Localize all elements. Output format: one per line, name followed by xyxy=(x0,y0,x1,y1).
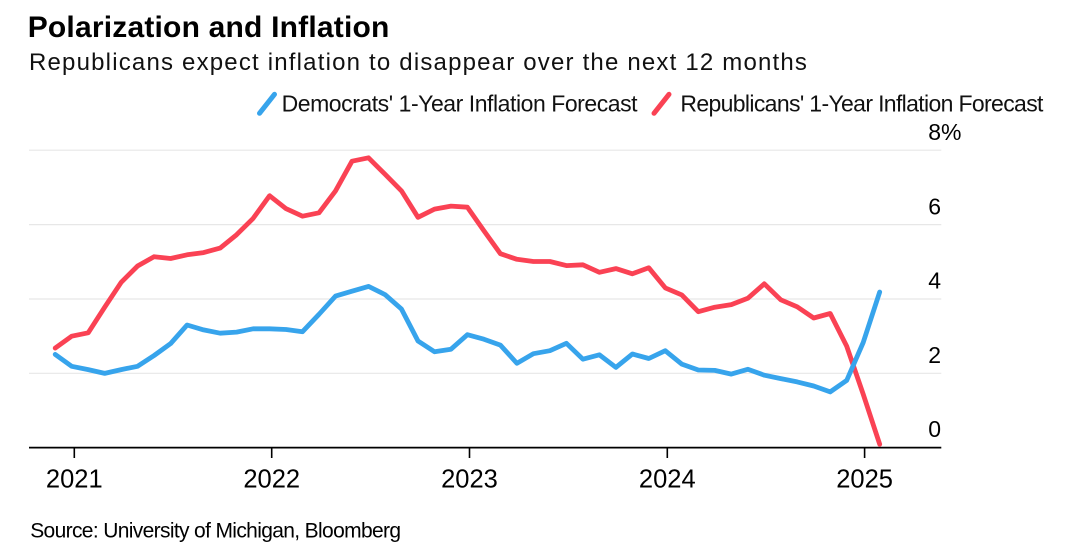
svg-text:4: 4 xyxy=(928,268,941,294)
svg-text:Source: University of Michigan: Source: University of Michigan, Bloomber… xyxy=(30,520,400,543)
svg-text:8%: 8% xyxy=(928,119,961,145)
svg-text:2024: 2024 xyxy=(639,465,696,493)
svg-text:2: 2 xyxy=(928,342,941,368)
svg-text:6: 6 xyxy=(928,193,941,219)
svg-text:Republicans expect inflation t: Republicans expect inflation to disappea… xyxy=(29,49,808,76)
svg-text:2021: 2021 xyxy=(46,465,103,493)
svg-text:Democrats' 1-Year Inflation Fo: Democrats' 1-Year Inflation Forecast xyxy=(282,91,639,117)
svg-text:0: 0 xyxy=(928,416,941,442)
svg-text:2022: 2022 xyxy=(243,465,300,493)
svg-text:Polarization and Inflation: Polarization and Inflation xyxy=(28,11,390,44)
svg-text:2023: 2023 xyxy=(441,465,498,493)
svg-text:Republicans' 1-Year Inflation: Republicans' 1-Year Inflation Forecast xyxy=(680,91,1044,117)
svg-text:2025: 2025 xyxy=(836,465,893,493)
